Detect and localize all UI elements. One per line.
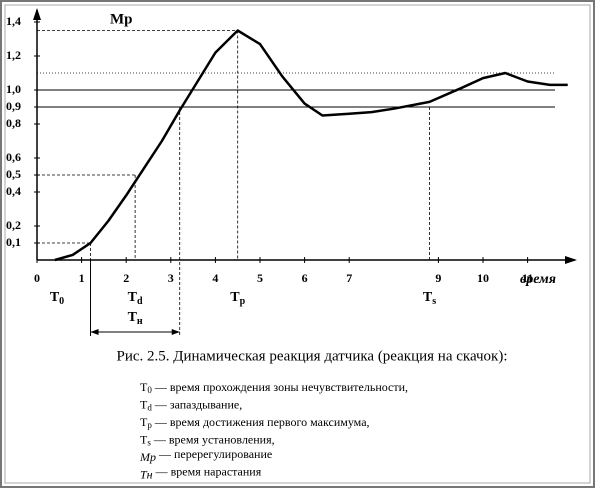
marker-label: Tp [230,290,245,307]
marker-label: Ts [423,290,436,307]
rise-label-base: T [128,310,138,325]
y-tick-label: 1,0 [6,82,21,96]
arrow-head [90,329,99,335]
rise-label-sub: н [137,316,143,327]
x-tick-label: 10 [477,271,489,285]
y-tick-label: 0,2 [6,218,21,232]
rise-label: Tн [128,310,143,327]
y-tick-label: 1,2 [6,48,21,62]
x-tick-label: 5 [257,271,263,285]
marker-label-sub: d [137,296,143,307]
note: T0 — время прохождения зоны нечувствител… [140,380,408,395]
x-tick-label: 0 [34,271,40,285]
note-symbol: T [140,415,148,429]
y-tick-label: 0,1 [6,235,21,249]
marker-label: T0 [50,290,64,307]
marker-label-sub: 0 [59,296,64,307]
note-text: — время установления, [151,432,275,446]
marker-label-base: T [128,290,138,305]
arrow-head [171,329,180,335]
note-symbol: Mp [139,450,156,464]
x-tick-label: 3 [168,271,174,285]
y-tick-label: 0,8 [6,116,21,130]
note-sub: s [147,438,151,448]
note-text: — перерегулирование [156,447,272,461]
note-text: — запаздывание, [152,397,242,411]
note-text: — время нарастания [153,464,262,478]
x-tick-label: 6 [302,271,308,285]
note-sub: d [147,403,152,413]
note: Td — запаздывание, [140,397,242,412]
y-tick-label: 0,6 [6,150,21,164]
y-axis-arrow [33,8,41,20]
y-tick-label: 0,4 [6,184,21,198]
y-tick-label: 0,5 [6,167,21,181]
chart-title: Mp [110,11,133,27]
x-tick-label: 9 [435,271,441,285]
note: Tн — время нарастания [140,464,262,481]
note: Ts — время установления, [140,432,275,447]
note-sub: 0 [147,385,152,395]
note-symbol: T [140,432,148,446]
note-text: — время прохождения зоны нечувствительно… [152,380,408,394]
frame-inner [4,4,591,484]
x-tick-label: 4 [212,271,218,285]
marker-label-sub: p [240,296,246,307]
marker-label-base: T [423,290,433,305]
note-symbol: T [140,380,148,394]
marker-label: Td [128,290,143,307]
caption: Рис. 2.5. Динамическая реакция датчика (… [116,348,507,364]
note-symbol: Tн [140,467,153,481]
note: Tp — время достижения первого максимума, [140,415,370,430]
y-tick-label: 1,4 [6,14,21,28]
x-tick-label: 11 [522,271,533,285]
note-text: — время достижения первого максимума, [152,415,370,429]
x-tick-label: 7 [346,271,352,285]
note-sub: p [147,420,152,430]
marker-label-sub: s [432,296,436,307]
note: Mp — перерегулирование [139,447,272,464]
note-symbol: T [140,397,148,411]
marker-label-base: T [50,290,60,305]
marker-label-base: T [230,290,240,305]
response-line [54,29,568,262]
y-tick-label: 0,9 [6,99,21,113]
x-tick-label: 1 [79,271,85,285]
x-axis-arrow [565,256,577,264]
x-axis-label: время [520,272,556,287]
x-tick-label: 2 [123,271,129,285]
